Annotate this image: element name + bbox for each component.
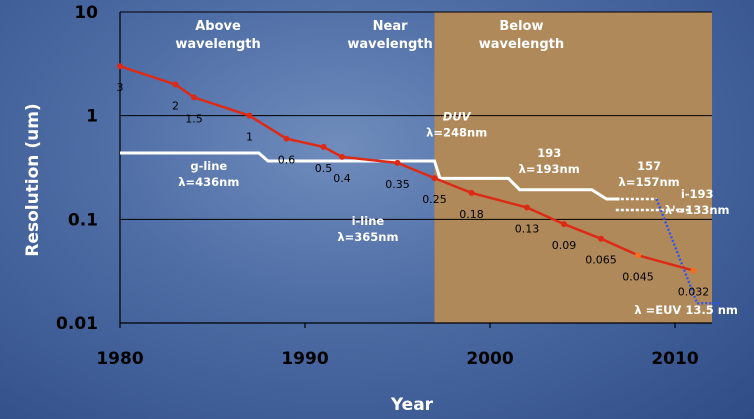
x-tick-label-2: 2000 (466, 349, 513, 369)
y-axis-title: Resolution (um) (23, 103, 43, 256)
resolution-point-label-2: 1.5 (185, 112, 203, 125)
annotation-0: g-line λ=436nm (178, 159, 239, 189)
y-tick-label-3: 0.01 (56, 314, 98, 334)
resolution-point-label-13: 0.045 (622, 270, 654, 283)
region-label-line: Below (499, 19, 543, 34)
annotation-6: λ =EUV 13.5 nm (634, 303, 738, 317)
annotations: g-line λ=436nm i-line λ=365nm DUV λ=248nm 193 λ… (178, 109, 738, 317)
region-labels: Above wavelength Near wavelength Below wavele… (175, 19, 564, 52)
resolution-point-label-8: 0.25 (422, 193, 447, 206)
resolution-point-10 (524, 204, 530, 211)
resolution-point-4 (283, 135, 290, 142)
annotation-4: 157 λ=157nm (619, 159, 680, 189)
wavelength-series (120, 151, 722, 305)
resolution-point-label-1: 2 (172, 99, 179, 112)
region-label-line: wavelength (175, 37, 260, 52)
annotation-line: λ =EUV 13.5 nm (634, 303, 738, 317)
resolution-point-14 (690, 267, 697, 274)
annotation-line: λ=157nm (619, 175, 680, 189)
annotation-line: λ'=133nm (665, 203, 730, 217)
region-label-2: Below wavelength (479, 19, 564, 52)
x-tick-label-1: 1990 (281, 349, 328, 369)
y-tick-label-1: 1 (86, 107, 98, 127)
resolution-point-label-11: 0.09 (552, 239, 577, 252)
annotation-line: g-line (190, 159, 227, 173)
annotation-line: λ=365nm (337, 230, 398, 244)
annotation-3: 193 λ=193nm (519, 146, 580, 176)
annotation-5: i-193 λ'=133nm (665, 187, 730, 217)
euv-dotted-segment-0 (655, 198, 699, 304)
resolution-point-label-12: 0.065 (585, 254, 617, 267)
resolution-point-6 (339, 153, 345, 160)
resolution-point-0 (117, 63, 123, 70)
annotation-line: i-line (352, 214, 385, 228)
resolution-point-label-14: 0.032 (678, 286, 710, 299)
x-tick-label-3: 2010 (651, 349, 698, 369)
resolution-point-label-6: 0.4 (333, 172, 351, 185)
annotation-line: 193 (537, 146, 561, 160)
resolution-point-label-4: 0.6 (278, 154, 296, 167)
region-label-0: Above wavelength (175, 19, 260, 52)
region-label-line: Near (373, 19, 408, 34)
resolution-point-9 (468, 189, 475, 196)
resolution-point-1 (172, 81, 179, 88)
region-label-line: Above (195, 19, 241, 34)
y-tick-label-2: 0.1 (68, 210, 98, 230)
region-label-line: wavelength (479, 37, 564, 52)
wavelength-step-line (120, 151, 620, 201)
y-tick-label-0: 10 (74, 3, 98, 23)
resolution-point-label-0: 3 (117, 81, 124, 94)
resolution-point-7 (394, 159, 401, 166)
resolution-point-label-5: 0.5 (315, 162, 333, 175)
resolution-series: 3 2 1.5 1 0.6 0.50.4 0.35 0.25 0.18 0.13 0.09 0.065… (117, 63, 710, 299)
annotation-line: λ=193nm (519, 162, 580, 176)
region-backgrounds (434, 12, 712, 323)
resolution-point-13 (635, 252, 641, 259)
resolution-point-label-7: 0.35 (385, 178, 410, 191)
x-axis-title: Year (390, 395, 434, 415)
resolution-point-label-10: 0.13 (515, 223, 540, 236)
annotation-2: DUV λ=248nm (426, 109, 487, 139)
region-label-1: Near wavelength (347, 19, 432, 52)
tick-labels: 1980 1990 2000 2010 10 1 0.1 0.01 (56, 3, 699, 369)
region-label-line: wavelength (347, 37, 432, 52)
annotation-line: i-193 (681, 187, 714, 201)
annotation-line: λ=436nm (178, 175, 239, 189)
resolution-point-3 (246, 112, 253, 119)
annotation-line: λ=248nm (426, 125, 487, 139)
annotation-1: i-line λ=365nm (337, 214, 398, 244)
resolution-point-11 (561, 221, 567, 228)
resolution-point-label-3: 1 (246, 131, 253, 144)
resolution-point-12 (598, 235, 604, 242)
resolution-point-2 (191, 94, 197, 101)
resolution-point-label-9: 0.18 (459, 208, 484, 221)
shaded-region-2 (434, 12, 712, 323)
resolution-point-5 (320, 143, 327, 150)
resolution-point-8 (431, 175, 438, 182)
annotation-line: 157 (637, 159, 661, 173)
annotation-line: DUV (443, 109, 472, 123)
x-tick-label-0: 1980 (96, 349, 143, 369)
